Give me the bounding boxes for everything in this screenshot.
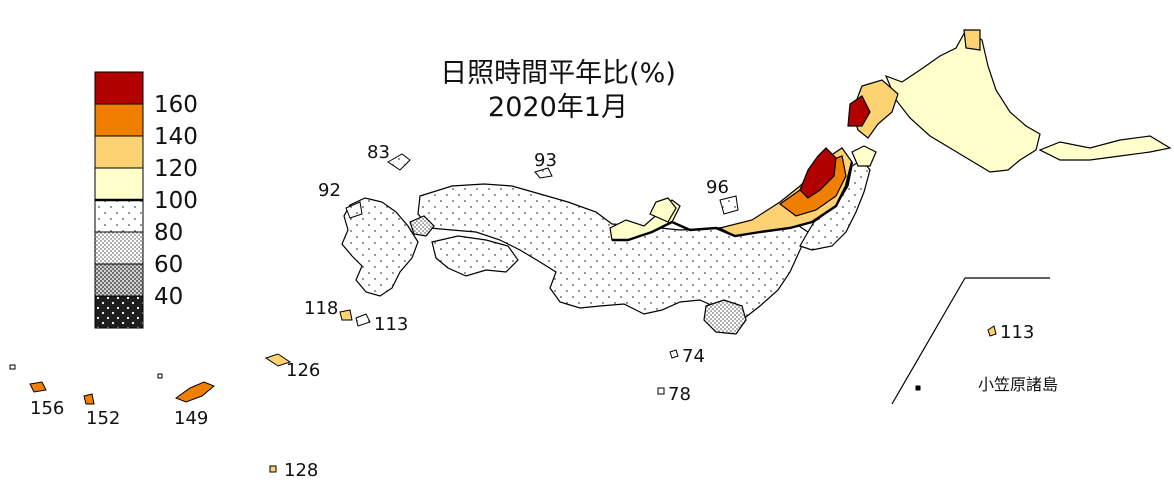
akita-dark-red-region (799, 147, 837, 199)
island-tsushima (345, 201, 363, 219)
legend-swatch-80-100 (94, 199, 144, 233)
legend-swatch-40-60 (94, 263, 144, 297)
contour-100 (612, 161, 854, 242)
island-yakushima (355, 313, 371, 327)
island-minamitorishima (915, 385, 921, 391)
chugoku-gray-patch (409, 215, 435, 237)
value-74: 74 (682, 346, 705, 367)
island-hachijo (657, 387, 665, 395)
island-miyako (83, 393, 95, 405)
value-128: 128 (284, 460, 318, 481)
island-ishigaki (29, 381, 47, 393)
island-okinawa (174, 381, 215, 403)
legend-swatch-below-40 (94, 295, 144, 329)
ogasawara-inset-frame (891, 277, 1050, 405)
legend-swatch-100-120 (94, 167, 144, 201)
island-okinoerabu (157, 373, 163, 379)
legend-swatch-140-160 (94, 103, 144, 137)
hokkaido (847, 29, 1172, 173)
value-113-south: 113 (374, 314, 408, 335)
value-96: 96 (706, 177, 729, 198)
aomori-tip (851, 145, 877, 167)
island-amami (264, 353, 292, 367)
mainland (341, 145, 877, 335)
legend-swatch-160-plus (94, 71, 144, 105)
shikoku-region (431, 235, 519, 277)
legend-label-160: 160 (154, 92, 198, 118)
value-93: 93 (534, 150, 557, 171)
island-chichijima (987, 325, 997, 337)
island-tanegashima (339, 309, 353, 321)
value-152: 152 (86, 408, 120, 429)
small-islands (9, 153, 997, 473)
hokkaido-dark-red (847, 95, 871, 127)
hokkaido-rishiri (963, 29, 981, 51)
ogasawara-label: 小笠原諸島 (978, 375, 1058, 394)
value-78: 78 (668, 384, 691, 405)
kyushu-region (341, 197, 419, 297)
legend-label-60: 60 (154, 252, 183, 278)
hokkaido-main (884, 29, 1041, 173)
island-izu-oshima (669, 349, 679, 359)
legend-swatch-60-80 (94, 231, 144, 265)
legend-label-140: 140 (154, 124, 198, 150)
legend-label-40: 40 (154, 284, 183, 310)
value-149: 149 (174, 408, 208, 429)
value-83: 83 (367, 142, 390, 163)
island-sado (719, 195, 739, 215)
value-156: 156 (30, 398, 64, 419)
tohoku-pacific-region (799, 159, 871, 251)
legend: 160 140 120 100 80 60 40 (94, 71, 198, 329)
kanto-region (703, 299, 747, 335)
legend-swatch-120-140 (94, 135, 144, 169)
legend-label-100: 100 (154, 188, 198, 214)
station-values: 83 93 92 96 118 113 74 78 126 149 152 15… (30, 142, 1034, 481)
value-126: 126 (286, 360, 320, 381)
island-yonaguni (9, 364, 16, 370)
map-title-line1: 日照時間平年比(%) (440, 58, 676, 89)
legend-label-80: 80 (154, 220, 183, 246)
island-oki (387, 153, 411, 171)
map-title-line2: 2020年1月 (488, 92, 628, 123)
island-daito (269, 465, 277, 473)
noto-peninsula (649, 197, 677, 223)
legend-label-120: 120 (154, 156, 198, 182)
value-118: 118 (304, 298, 338, 319)
island-iki (534, 167, 553, 179)
value-113-ogasawara: 113 (1000, 322, 1034, 343)
kuril-islands (1038, 135, 1172, 161)
value-92: 92 (318, 180, 341, 201)
